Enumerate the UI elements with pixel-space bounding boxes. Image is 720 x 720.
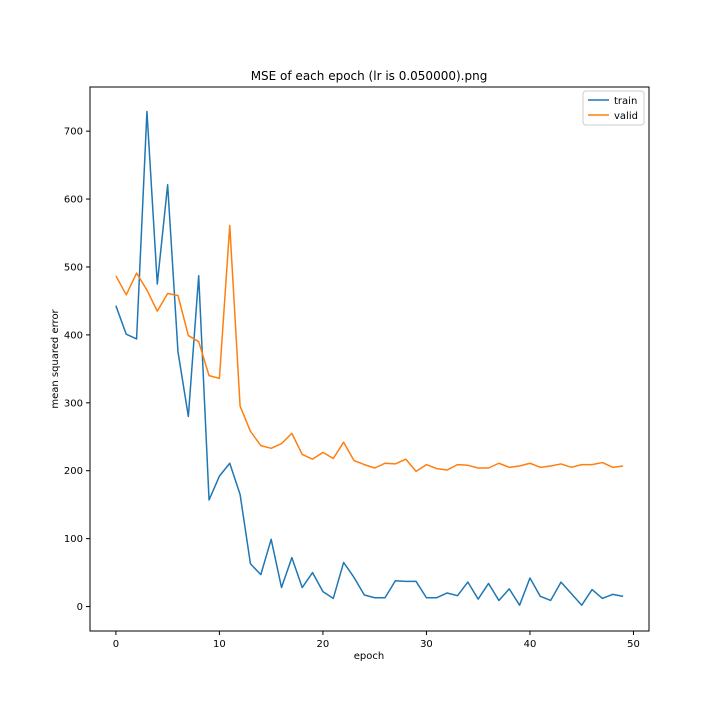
y-tick-label: 600 <box>64 195 83 206</box>
legend-label-valid: valid <box>614 111 638 122</box>
y-tick-label: 400 <box>64 330 83 341</box>
plot-area <box>89 86 650 632</box>
y-tick-label: 100 <box>64 534 83 545</box>
y-tick-label: 0 <box>77 602 83 613</box>
y-tick-label: 500 <box>64 262 83 273</box>
y-axis: 0 100 200 300 400 500 600 700 <box>64 127 90 613</box>
x-tick-label: 40 <box>524 639 537 650</box>
x-axis-label: epoch <box>354 651 384 662</box>
y-tick-label: 700 <box>64 127 83 138</box>
x-tick-label: 0 <box>113 639 119 650</box>
x-tick-label: 50 <box>627 639 640 650</box>
chart-title: MSE of each epoch (lr is 0.050000).png <box>251 69 488 83</box>
x-axis: 0 10 20 30 40 50 <box>113 631 640 650</box>
y-tick-label: 300 <box>64 398 83 409</box>
legend: train valid <box>582 90 645 126</box>
series-line-valid <box>115 224 624 473</box>
y-tick-label: 200 <box>64 466 83 477</box>
x-tick-label: 20 <box>317 639 330 650</box>
legend-label-train: train <box>614 96 637 107</box>
y-axis-label: mean squared error <box>50 308 61 408</box>
series-layer <box>115 110 624 606</box>
x-tick-label: 10 <box>213 639 226 650</box>
x-tick-label: 30 <box>420 639 433 650</box>
series-line-train <box>115 110 624 606</box>
